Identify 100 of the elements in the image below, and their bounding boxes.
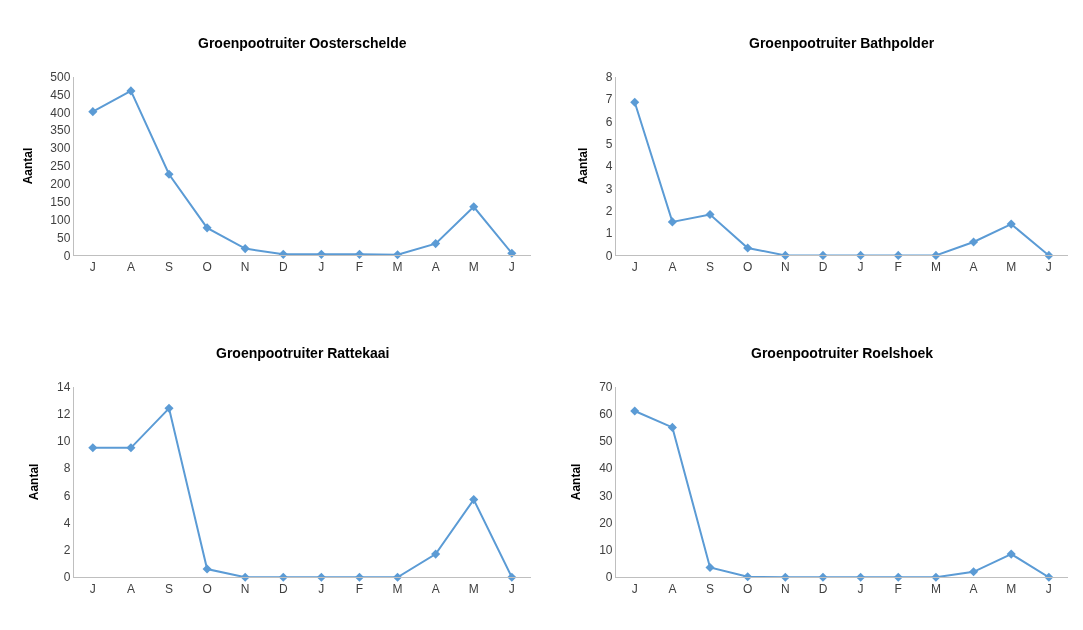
x-tick-label: J (318, 259, 325, 274)
x-tick-label: A (431, 259, 440, 274)
point (240, 244, 250, 254)
point (164, 169, 174, 179)
x-tick-label: N (240, 259, 250, 274)
x-tick-label: O (743, 259, 753, 274)
point (88, 107, 98, 117)
x-tick-label: F (894, 581, 902, 596)
point (126, 86, 136, 96)
x-tick-label: M (468, 259, 479, 274)
x-tick-label: J (89, 581, 96, 596)
y-tick-label: 8 (63, 461, 71, 476)
x-tick-label: M (468, 581, 479, 596)
x-tick-label: S (165, 581, 174, 596)
y-tick-label: 10 (599, 543, 613, 558)
point (164, 403, 174, 413)
x-tick-label: D (818, 259, 828, 274)
point (667, 422, 677, 432)
y-tick-label: 6 (605, 114, 613, 129)
x-tick-label: A (126, 259, 135, 274)
point (705, 562, 715, 572)
point (202, 564, 212, 574)
x-tick-label: M (1006, 259, 1017, 274)
x-tick-label: D (278, 259, 288, 274)
y-tick-label: 30 (599, 488, 613, 503)
y-axis-title: Aantal (569, 463, 584, 501)
y-tick-label: 150 (50, 194, 71, 209)
x-tick-label: M (930, 581, 941, 596)
y-tick-label: 0 (63, 570, 71, 585)
point (1006, 219, 1016, 229)
y-tick-label: 350 (50, 123, 71, 138)
y-tick-label: 400 (50, 105, 71, 120)
x-tick-label: J (508, 259, 515, 274)
x-tick-label: N (240, 581, 250, 596)
x-tick-label: O (202, 259, 212, 274)
chart-title: Groenpootruiter Rattekaai (216, 345, 390, 361)
point (630, 97, 640, 107)
x-tick-label: M (392, 259, 403, 274)
point (469, 202, 479, 212)
x-tick-label: M (392, 581, 403, 596)
y-tick-label: 250 (50, 159, 71, 174)
y-tick-label: 50 (57, 230, 71, 245)
y-tick-label: 4 (63, 515, 71, 530)
y-tick-label: 20 (599, 515, 613, 530)
point (969, 567, 979, 577)
point (1006, 549, 1016, 559)
x-tick-label: J (631, 259, 638, 274)
x-tick-label: A (668, 259, 677, 274)
x-tick-label: D (818, 581, 828, 596)
x-tick-label: J (1045, 259, 1052, 274)
y-tick-label: 2 (63, 543, 71, 558)
point (630, 406, 640, 416)
x-tick-label: O (743, 581, 753, 596)
point (667, 217, 677, 227)
y-tick-label: 7 (605, 92, 613, 107)
x-tick-label: D (278, 581, 288, 596)
y-tick-label: 50 (599, 434, 613, 449)
x-tick-label: J (631, 581, 638, 596)
x-tick-label: S (706, 259, 715, 274)
y-tick-label: 60 (599, 406, 613, 421)
y-tick-label: 200 (50, 177, 71, 192)
x-tick-label: A (668, 581, 677, 596)
x-tick-label: J (89, 259, 96, 274)
x-tick-label: A (431, 581, 440, 596)
y-tick-label: 5 (605, 136, 613, 151)
y-axis-title: Aantal (20, 147, 35, 185)
y-tick-label: 70 (599, 379, 613, 394)
y-axis-title: Aantal (27, 463, 42, 501)
x-tick-label: O (202, 581, 212, 596)
point (88, 443, 98, 453)
x-tick-label: J (857, 581, 864, 596)
point (705, 209, 715, 220)
x-tick-label: F (355, 581, 364, 596)
y-tick-label: 500 (50, 69, 71, 84)
y-tick-label: 6 (63, 488, 71, 503)
point (202, 223, 212, 233)
point (431, 239, 441, 249)
y-tick-label: 10 (57, 434, 71, 449)
point (431, 549, 441, 559)
x-tick-label: N (780, 259, 790, 274)
y-tick-label: 100 (50, 212, 71, 227)
x-tick-label: A (126, 581, 135, 596)
point (743, 243, 753, 253)
y-tick-label: 1 (605, 226, 613, 241)
y-tick-label: 3 (605, 181, 613, 196)
x-tick-label: J (857, 259, 864, 274)
y-tick-label: 300 (50, 141, 71, 156)
y-tick-label: 12 (57, 406, 71, 421)
point (469, 495, 479, 505)
y-tick-label: 2 (605, 203, 613, 218)
chart-title: Groenpootruiter Oosterschelde (198, 35, 407, 51)
x-tick-label: M (930, 259, 941, 274)
y-tick-label: 4 (605, 159, 613, 174)
x-tick-label: S (706, 581, 715, 596)
x-tick-label: N (780, 581, 790, 596)
y-tick-label: 40 (599, 461, 613, 476)
y-tick-label: 450 (50, 87, 71, 102)
y-tick-label: 0 (63, 248, 71, 263)
point (969, 237, 979, 247)
y-tick-label: 8 (605, 69, 613, 84)
